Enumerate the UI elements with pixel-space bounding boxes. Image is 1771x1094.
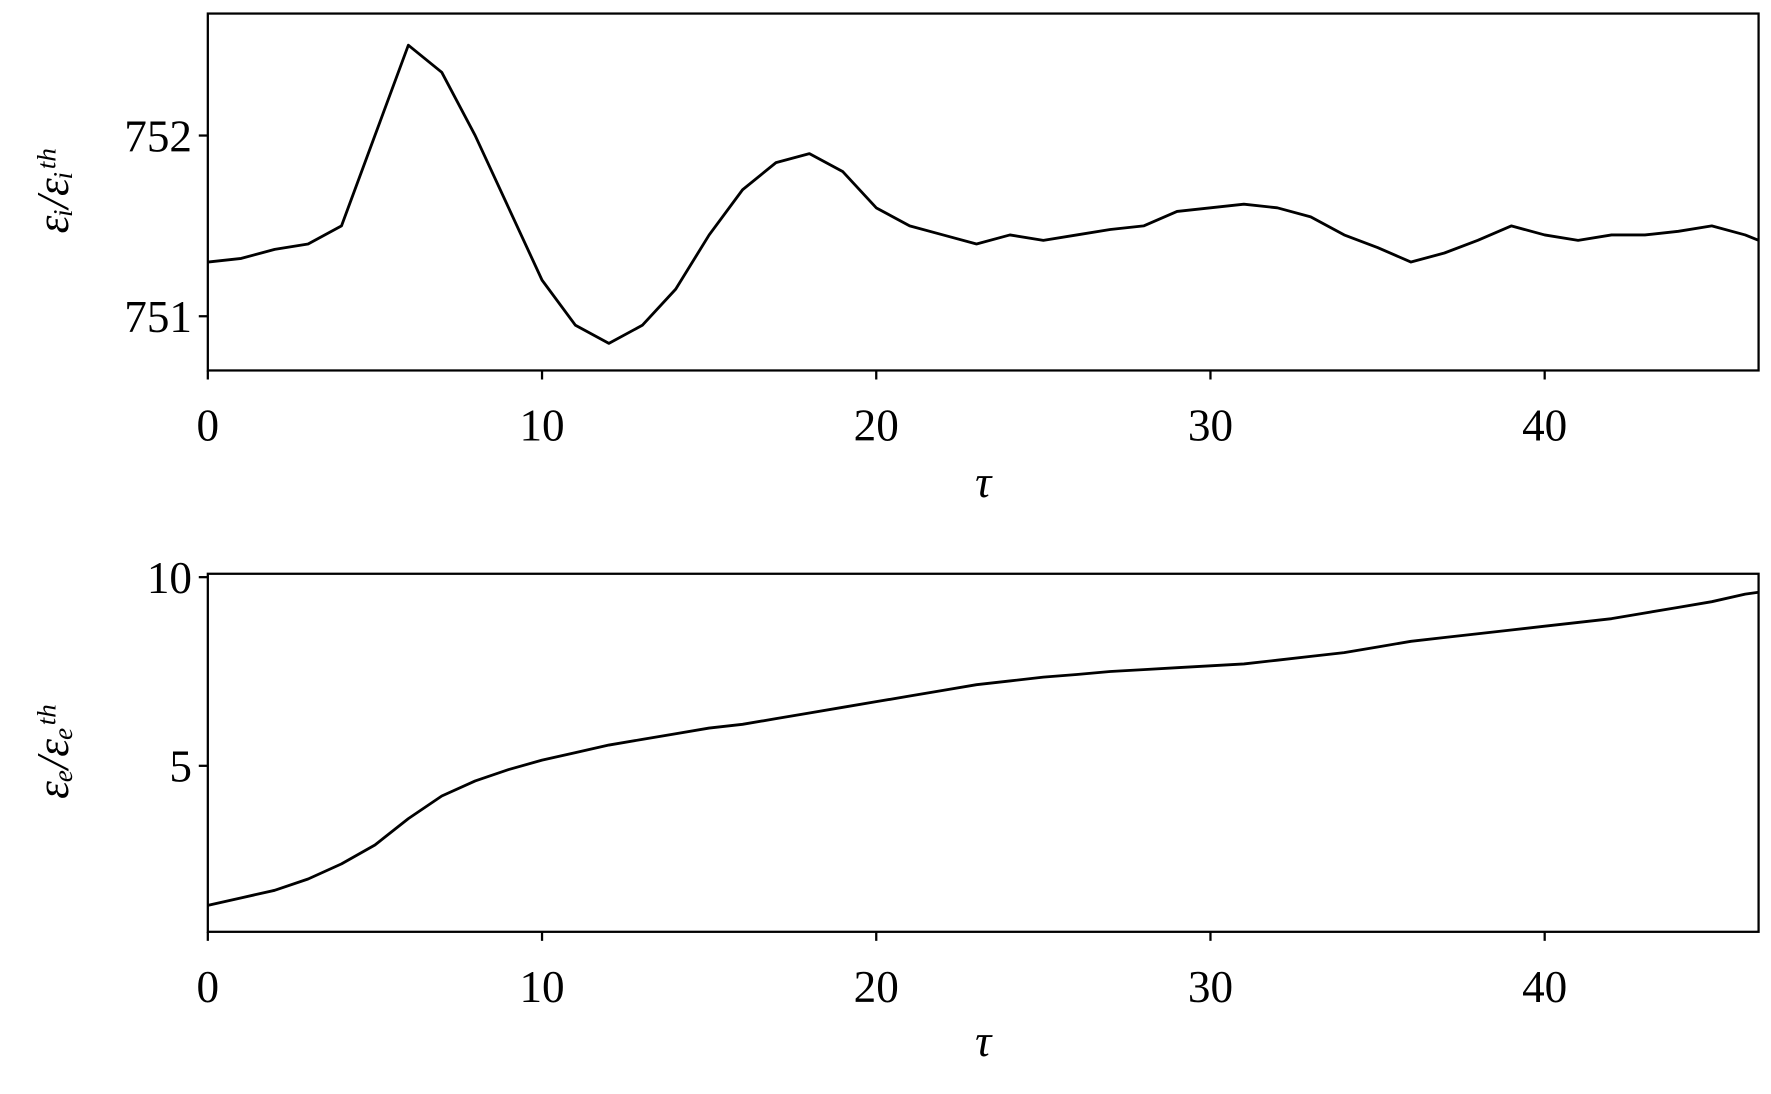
x-axis-label: τ (975, 457, 993, 507)
x-tick-label: 10 (519, 400, 564, 450)
y-tick-label: 10 (147, 553, 192, 603)
x-tick-label: 40 (1522, 962, 1567, 1012)
x-axis-label: τ (975, 1016, 993, 1066)
x-tick-label: 20 (854, 962, 899, 1012)
data-line (207, 590, 1759, 907)
x-tick-label: 0 (197, 400, 220, 450)
x-tick-label: 40 (1522, 400, 1567, 450)
y-tick-label: 5 (169, 742, 192, 792)
x-tick-label: 20 (854, 400, 899, 450)
x-tick-label: 0 (197, 962, 220, 1012)
x-tick-label: 10 (519, 962, 564, 1012)
plot-frame (206, 572, 1760, 933)
y-tick-label: 752 (124, 111, 192, 161)
y-tick-label: 751 (124, 292, 192, 342)
x-tick-label: 30 (1188, 962, 1233, 1012)
y-axis-label: εᵢ/εᵢᵗʰ (28, 148, 78, 233)
y-axis-label: εₑ/εₑᵗʰ (28, 704, 78, 798)
x-tick-label: 30 (1188, 400, 1233, 450)
plot-frame (206, 12, 1760, 372)
data-line (207, 43, 1760, 345)
